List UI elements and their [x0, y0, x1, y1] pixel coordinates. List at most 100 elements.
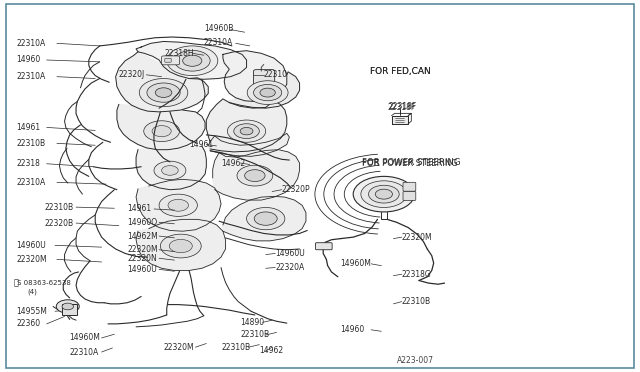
- Text: 14962M: 14962M: [127, 231, 158, 241]
- Circle shape: [234, 124, 259, 138]
- Text: 22318F: 22318F: [389, 102, 417, 111]
- Circle shape: [246, 208, 285, 230]
- Polygon shape: [223, 51, 287, 102]
- Circle shape: [168, 199, 188, 211]
- Text: S 08363-62538: S 08363-62538: [17, 280, 70, 286]
- Circle shape: [182, 55, 202, 66]
- Text: 22310A: 22310A: [17, 178, 46, 187]
- Text: 14960Q: 14960Q: [127, 218, 157, 227]
- Text: Ⓢ: Ⓢ: [13, 279, 19, 288]
- Circle shape: [369, 185, 399, 203]
- Text: 22310B: 22310B: [402, 297, 431, 306]
- Text: 22318H: 22318H: [164, 49, 194, 58]
- Text: 22320J: 22320J: [119, 70, 145, 79]
- Polygon shape: [136, 219, 225, 270]
- Text: (4): (4): [28, 288, 37, 295]
- Circle shape: [56, 300, 79, 313]
- Circle shape: [244, 170, 265, 182]
- Text: 14960: 14960: [340, 325, 365, 334]
- Text: 14960: 14960: [17, 55, 41, 64]
- Text: A223-007: A223-007: [397, 356, 434, 365]
- Text: 14962: 14962: [259, 346, 284, 355]
- FancyBboxPatch shape: [62, 304, 77, 315]
- Text: 22310A: 22310A: [70, 347, 99, 356]
- Circle shape: [62, 303, 74, 310]
- Circle shape: [170, 239, 192, 253]
- Circle shape: [152, 126, 172, 137]
- Text: 22320M: 22320M: [164, 343, 194, 352]
- Text: 14962: 14962: [221, 158, 245, 167]
- Text: 22360: 22360: [17, 320, 41, 328]
- Text: 22320M: 22320M: [402, 232, 433, 242]
- Text: 22318G: 22318G: [402, 270, 431, 279]
- Polygon shape: [392, 116, 408, 124]
- Polygon shape: [212, 150, 300, 200]
- Text: 22310A: 22310A: [17, 39, 46, 48]
- Text: FOR FED,CAN: FOR FED,CAN: [370, 67, 431, 76]
- Text: 22320A: 22320A: [275, 263, 305, 272]
- Circle shape: [361, 181, 407, 208]
- Text: 22320M: 22320M: [127, 245, 158, 254]
- Text: FOR FED,CAN: FOR FED,CAN: [370, 67, 431, 76]
- Text: 22310A: 22310A: [17, 72, 46, 81]
- Text: 14960U: 14960U: [275, 249, 305, 258]
- Circle shape: [237, 165, 273, 186]
- Circle shape: [260, 88, 275, 97]
- Text: 22318F: 22318F: [387, 103, 415, 112]
- Polygon shape: [208, 134, 289, 156]
- Text: 14961: 14961: [127, 205, 151, 214]
- Text: 22318: 22318: [17, 159, 40, 168]
- Polygon shape: [116, 52, 208, 112]
- FancyBboxPatch shape: [253, 70, 275, 86]
- Circle shape: [144, 121, 179, 141]
- Text: 22320M: 22320M: [17, 255, 47, 264]
- Polygon shape: [206, 99, 287, 152]
- Text: 14961: 14961: [189, 140, 213, 149]
- Text: 22310B: 22310B: [221, 343, 250, 352]
- Circle shape: [253, 84, 282, 101]
- Text: 22310B: 22310B: [240, 330, 269, 340]
- FancyBboxPatch shape: [162, 56, 179, 65]
- Circle shape: [147, 83, 180, 102]
- Circle shape: [353, 176, 415, 212]
- Circle shape: [162, 166, 178, 175]
- Circle shape: [159, 194, 197, 217]
- Polygon shape: [136, 41, 246, 79]
- Polygon shape: [136, 179, 221, 231]
- Circle shape: [156, 88, 172, 97]
- Text: FOR POWER STEERING: FOR POWER STEERING: [362, 158, 461, 167]
- Text: 14890: 14890: [240, 318, 264, 327]
- Text: 14960B: 14960B: [204, 24, 233, 33]
- Circle shape: [167, 46, 218, 76]
- Circle shape: [140, 78, 188, 107]
- Text: 22310B: 22310B: [17, 139, 46, 148]
- Text: 22320N: 22320N: [127, 254, 157, 263]
- Text: 14960M: 14960M: [70, 333, 100, 343]
- Circle shape: [161, 234, 201, 258]
- Circle shape: [375, 189, 392, 199]
- Circle shape: [247, 81, 288, 105]
- Circle shape: [154, 161, 186, 180]
- Text: 22310: 22310: [264, 70, 288, 79]
- Text: FOR POWER STEERING: FOR POWER STEERING: [362, 159, 458, 168]
- Text: 22310B: 22310B: [44, 203, 73, 212]
- Text: 22320P: 22320P: [282, 185, 310, 194]
- Text: 22320B: 22320B: [44, 219, 73, 228]
- FancyBboxPatch shape: [165, 58, 172, 62]
- Polygon shape: [136, 146, 206, 190]
- Circle shape: [174, 50, 210, 71]
- Text: 14960M: 14960M: [340, 259, 371, 268]
- Text: 14961: 14961: [17, 123, 41, 132]
- FancyBboxPatch shape: [403, 182, 416, 191]
- Text: 22310A: 22310A: [204, 38, 233, 47]
- Circle shape: [254, 212, 277, 225]
- Text: 14960U: 14960U: [17, 241, 47, 250]
- Polygon shape: [223, 196, 306, 241]
- Polygon shape: [223, 72, 300, 108]
- Text: 14955M: 14955M: [17, 307, 47, 316]
- Circle shape: [227, 120, 266, 142]
- Circle shape: [240, 128, 253, 135]
- FancyBboxPatch shape: [316, 243, 332, 250]
- Text: 14960U: 14960U: [127, 265, 157, 274]
- FancyBboxPatch shape: [403, 192, 416, 201]
